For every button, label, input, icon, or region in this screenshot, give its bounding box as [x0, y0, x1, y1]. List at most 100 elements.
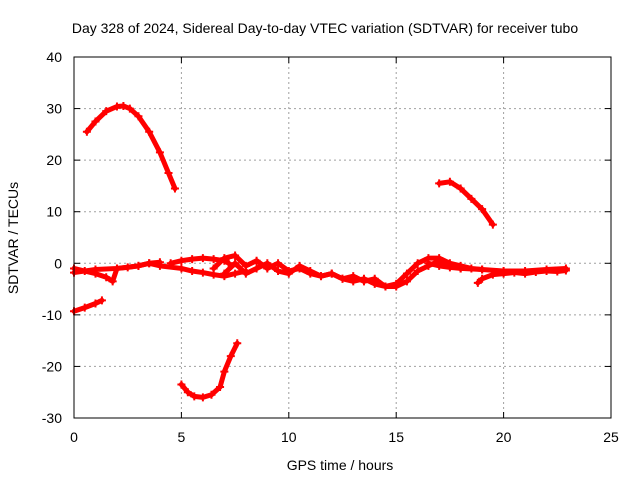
data-point: [359, 277, 368, 286]
data-point: [145, 127, 154, 136]
data-point: [207, 390, 216, 399]
data-point: [145, 259, 154, 268]
data-point: [370, 274, 379, 283]
data-point: [188, 255, 197, 264]
series-arc-6: [178, 340, 240, 400]
data-point: [233, 339, 242, 348]
data-point: [198, 268, 207, 277]
x-tick-label: 5: [178, 429, 186, 445]
data-point: [134, 261, 143, 270]
series-arc-1: [84, 103, 178, 192]
data-point: [445, 177, 454, 186]
chart-title: Day 328 of 2024, Sidereal Day-to-day VTE…: [72, 20, 579, 36]
data-point: [456, 184, 465, 193]
data-point: [435, 261, 444, 270]
data-point: [467, 194, 476, 203]
data-point: [317, 272, 326, 281]
data-point: [82, 127, 91, 136]
data-point: [164, 169, 173, 178]
y-axis-label: SDTVAR / TECUs: [5, 182, 21, 294]
data-point: [381, 282, 390, 291]
plot-frame: [73, 56, 612, 419]
data-point: [226, 352, 235, 361]
data-point: [274, 259, 283, 268]
data-point: [91, 299, 100, 308]
data-point: [134, 112, 143, 121]
data-point: [166, 259, 175, 268]
data-point: [183, 388, 192, 397]
y-tick-label: -30: [42, 410, 62, 426]
data-point: [263, 259, 272, 268]
series-arc-9: [436, 179, 496, 228]
data-point: [338, 274, 347, 283]
data-point: [209, 255, 218, 264]
data-point: [488, 220, 497, 229]
data-point: [478, 265, 487, 274]
data-point: [177, 380, 186, 389]
data-point: [553, 267, 562, 276]
data-point: [349, 272, 358, 281]
data-point: [177, 256, 186, 265]
data-point: [478, 274, 487, 283]
x-tick-label: 0: [70, 429, 78, 445]
data-point: [295, 261, 304, 270]
data-point: [478, 205, 487, 214]
y-tick-label: -10: [42, 307, 62, 323]
data-point: [102, 273, 111, 282]
data-point: [220, 367, 229, 376]
x-tick-label: 20: [496, 429, 512, 445]
y-tick-label: 20: [46, 152, 62, 168]
data-point: [155, 148, 164, 157]
data-point: [241, 261, 250, 270]
y-tick-label: 0: [54, 255, 62, 271]
data-point: [220, 254, 229, 263]
data-point: [306, 267, 315, 276]
data-point: [155, 261, 164, 270]
data-series: [70, 101, 570, 402]
data-point: [91, 117, 100, 126]
data-point: [220, 269, 229, 278]
data-point: [252, 256, 261, 265]
tick-labels: 0 5 10 15 20 25 -30 -20 -10 0 10 20 30 40: [42, 49, 619, 445]
data-point: [510, 268, 519, 277]
data-point: [198, 393, 207, 402]
data-point: [209, 264, 218, 273]
data-point: [102, 107, 111, 116]
data-point: [170, 184, 179, 193]
data-point: [488, 270, 497, 279]
data-point: [531, 268, 540, 277]
data-point: [402, 277, 411, 286]
data-point: [284, 269, 293, 278]
series-arc-11: [475, 268, 569, 286]
y-tick-label: 30: [46, 101, 62, 117]
data-point: [119, 101, 128, 110]
data-point: [327, 269, 336, 278]
data-point: [188, 267, 197, 276]
data-point: [424, 259, 433, 268]
x-tick-label: 10: [281, 429, 297, 445]
data-point: [456, 264, 465, 273]
y-tick-label: -20: [42, 358, 62, 374]
data-point: [177, 264, 186, 273]
data-point: [252, 264, 261, 273]
data-point: [542, 267, 551, 276]
y-tick-label: 10: [46, 204, 62, 220]
data-point: [125, 104, 134, 113]
data-point: [561, 266, 570, 275]
data-point: [274, 267, 283, 276]
data-point: [80, 303, 89, 312]
data-point: [108, 277, 117, 286]
x-axis-label: GPS time / hours: [287, 457, 394, 473]
data-point: [499, 269, 508, 278]
data-point: [91, 265, 100, 274]
grid: [74, 57, 611, 418]
data-point: [402, 269, 411, 278]
data-point: [413, 259, 422, 268]
axis-ticks: [73, 56, 612, 419]
data-point: [241, 269, 250, 278]
data-point: [216, 383, 225, 392]
data-point: [112, 264, 121, 273]
data-point: [190, 392, 199, 401]
data-point: [413, 267, 422, 276]
